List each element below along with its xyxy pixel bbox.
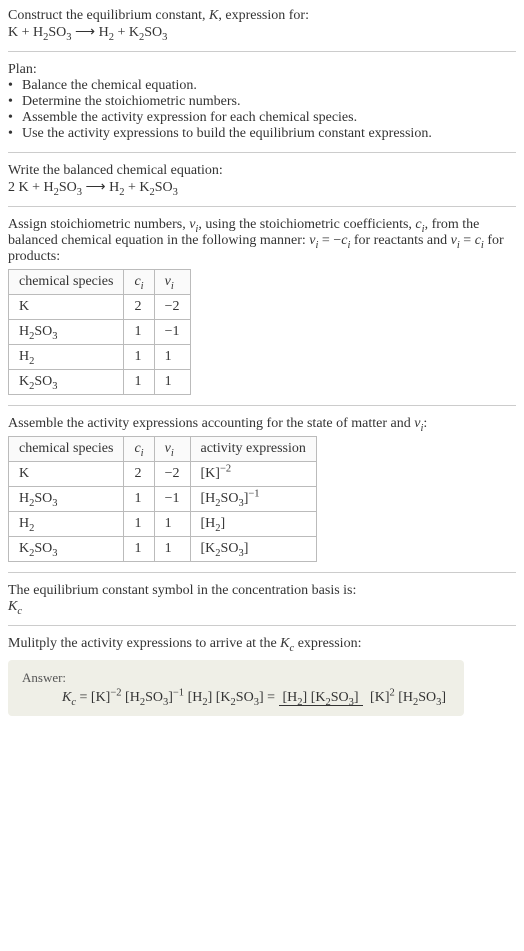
col-header: ci xyxy=(124,437,154,462)
table-row: K2SO311 xyxy=(9,370,191,395)
bullet-dot: • xyxy=(8,94,22,110)
cell: 1 xyxy=(124,487,154,512)
cell: [H2] xyxy=(190,512,316,537)
cell: −2 xyxy=(154,462,190,487)
cell: −2 xyxy=(154,295,190,320)
answer-expression: Kc = [K]−2 [H2SO3]−1 [H2] [K2SO3] = [H2]… xyxy=(22,690,450,706)
plan-bullet: •Determine the stoichiometric numbers. xyxy=(8,94,516,110)
symbol-section: The equilibrium constant symbol in the c… xyxy=(8,583,516,626)
cell: 2 xyxy=(124,462,154,487)
cell: 1 xyxy=(154,370,190,395)
cell: K xyxy=(9,462,124,487)
cell: [H2SO3]−1 xyxy=(190,487,316,512)
mult-section: Mulitply the activity expressions to arr… xyxy=(8,636,516,656)
table-row: H211[H2] xyxy=(9,512,317,537)
cell: 2 xyxy=(124,295,154,320)
cell: H2 xyxy=(9,512,124,537)
answer-numerator: [H2] [K2SO3] xyxy=(279,690,363,706)
balanced-equation: 2 K + H2SO3 ⟶ H2 + K2SO3 xyxy=(8,179,516,196)
answer-section: Answer: Kc = [K]−2 [H2SO3]−1 [H2] [K2SO3… xyxy=(8,660,516,716)
cell: −1 xyxy=(154,487,190,512)
intro-line1: Construct the equilibrium constant, K, e… xyxy=(8,8,516,24)
cell: H2SO3 xyxy=(9,320,124,345)
activity-heading: Assemble the activity expressions accoun… xyxy=(8,416,516,432)
col-header: chemical species xyxy=(9,270,124,295)
cell: K2SO3 xyxy=(9,370,124,395)
cell: K2SO3 xyxy=(9,537,124,562)
plan-item: Use the activity expressions to build th… xyxy=(22,126,432,142)
cell: 1 xyxy=(154,537,190,562)
cell: [K2SO3] xyxy=(190,537,316,562)
balanced-section: Write the balanced chemical equation: 2 … xyxy=(8,163,516,207)
plan-bullet: •Use the activity expressions to build t… xyxy=(8,126,516,142)
table-row: K2−2 xyxy=(9,295,191,320)
answer-lhs: Kc = [K]−2 [H2SO3]−1 [H2] [K2SO3] = xyxy=(62,690,279,705)
table-row: H2SO31−1[H2SO3]−1 xyxy=(9,487,317,512)
plan-bullet: •Assemble the activity expression for ea… xyxy=(8,110,516,126)
stoich-heading: Assign stoichiometric numbers, νi, using… xyxy=(8,217,516,265)
bullet-dot: • xyxy=(8,78,22,94)
plan-section: Plan: •Balance the chemical equation. •D… xyxy=(8,62,516,153)
plan-item: Determine the stoichiometric numbers. xyxy=(22,94,241,110)
cell: 1 xyxy=(124,512,154,537)
balanced-heading: Write the balanced chemical equation: xyxy=(8,163,516,179)
cell: 1 xyxy=(124,320,154,345)
bullet-dot: • xyxy=(8,126,22,142)
col-header: νi xyxy=(154,437,190,462)
table-row: H2SO31−1 xyxy=(9,320,191,345)
cell: H2 xyxy=(9,345,124,370)
table-header-row: chemical species ci νi xyxy=(9,270,191,295)
plan-item: Balance the chemical equation. xyxy=(22,78,197,94)
answer-denominator: [K]2 [H2SO3] xyxy=(366,690,450,705)
answer-label: Answer: xyxy=(22,670,450,686)
cell: 1 xyxy=(154,512,190,537)
symbol-line1: The equilibrium constant symbol in the c… xyxy=(8,583,516,599)
cell: 1 xyxy=(124,370,154,395)
cell: K xyxy=(9,295,124,320)
stoich-section: Assign stoichiometric numbers, νi, using… xyxy=(8,217,516,406)
table-row: K2SO311[K2SO3] xyxy=(9,537,317,562)
intro-section: Construct the equilibrium constant, K, e… xyxy=(8,8,516,52)
activity-section: Assemble the activity expressions accoun… xyxy=(8,416,516,573)
cell: −1 xyxy=(154,320,190,345)
col-header: ci xyxy=(124,270,154,295)
activity-table: chemical species ci νi activity expressi… xyxy=(8,436,317,562)
mult-heading: Mulitply the activity expressions to arr… xyxy=(8,636,516,652)
answer-fraction: [H2] [K2SO3] [K]2 [H2SO3] xyxy=(279,690,451,706)
plan-bullet: •Balance the chemical equation. xyxy=(8,78,516,94)
table-row: K2−2[K]−2 xyxy=(9,462,317,487)
table-header-row: chemical species ci νi activity expressi… xyxy=(9,437,317,462)
col-header: activity expression xyxy=(190,437,316,462)
stoich-table: chemical species ci νi K2−2 H2SO31−1 H21… xyxy=(8,269,191,395)
col-header: chemical species xyxy=(9,437,124,462)
plan-item: Assemble the activity expression for eac… xyxy=(22,110,357,126)
cell: 1 xyxy=(154,345,190,370)
intro-equation: K + H2SO3 ⟶ H2 + K2SO3 xyxy=(8,24,516,41)
plan-heading: Plan: xyxy=(8,62,516,78)
bullet-dot: • xyxy=(8,110,22,126)
table-row: H211 xyxy=(9,345,191,370)
col-header: νi xyxy=(154,270,190,295)
cell: [K]−2 xyxy=(190,462,316,487)
answer-box: Answer: Kc = [K]−2 [H2SO3]−1 [H2] [K2SO3… xyxy=(8,660,464,716)
symbol-kc: Kc xyxy=(8,599,516,615)
cell: 1 xyxy=(124,345,154,370)
cell: 1 xyxy=(124,537,154,562)
cell: H2SO3 xyxy=(9,487,124,512)
